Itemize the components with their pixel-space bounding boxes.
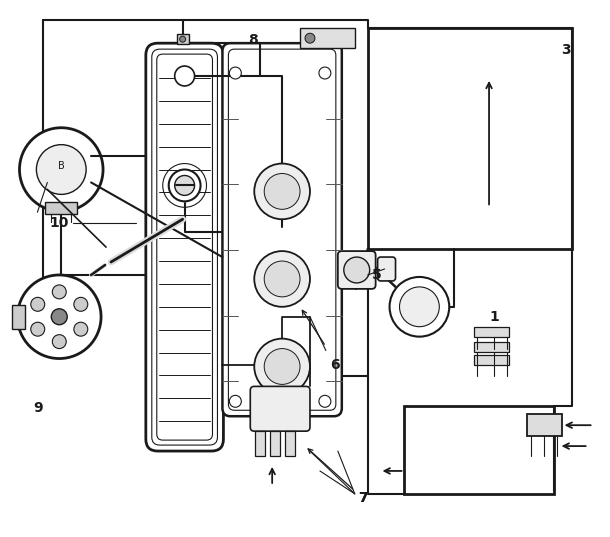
Bar (474, 342, 509, 352)
Circle shape (74, 297, 88, 311)
Circle shape (174, 66, 195, 86)
Circle shape (305, 33, 315, 43)
Bar (45, 202, 77, 214)
Circle shape (174, 176, 195, 195)
Text: 5: 5 (371, 268, 381, 282)
Circle shape (30, 297, 45, 311)
Circle shape (18, 275, 101, 359)
FancyBboxPatch shape (338, 251, 376, 289)
Text: 7: 7 (357, 491, 367, 505)
Bar (404, 407, 554, 494)
Text: 8: 8 (248, 33, 258, 47)
FancyBboxPatch shape (228, 49, 336, 410)
Circle shape (37, 144, 86, 194)
Text: 10: 10 (50, 216, 69, 230)
Text: 6: 6 (330, 358, 340, 372)
Circle shape (52, 335, 66, 349)
Bar (285, 431, 295, 456)
Circle shape (229, 67, 242, 79)
FancyBboxPatch shape (378, 257, 395, 281)
Text: 9: 9 (34, 401, 43, 415)
Bar (368, 28, 572, 249)
FancyBboxPatch shape (250, 387, 310, 431)
Bar (527, 414, 562, 436)
Circle shape (180, 36, 185, 42)
Text: B: B (58, 161, 65, 171)
FancyBboxPatch shape (152, 49, 217, 445)
FancyBboxPatch shape (223, 43, 342, 416)
Text: 3: 3 (561, 43, 570, 57)
Circle shape (390, 277, 449, 337)
Circle shape (264, 349, 300, 384)
Circle shape (319, 395, 331, 407)
Bar (177, 34, 188, 44)
Circle shape (254, 251, 310, 307)
Circle shape (74, 322, 88, 336)
Bar (474, 326, 509, 337)
Circle shape (20, 128, 103, 211)
Bar (474, 354, 509, 365)
Circle shape (264, 261, 300, 297)
Circle shape (229, 395, 242, 407)
Circle shape (264, 173, 300, 209)
FancyBboxPatch shape (157, 54, 212, 440)
Text: 1: 1 (489, 310, 499, 324)
FancyBboxPatch shape (146, 43, 223, 451)
Circle shape (319, 67, 331, 79)
Circle shape (344, 257, 370, 283)
Circle shape (169, 170, 201, 201)
Bar (255, 431, 265, 456)
Circle shape (30, 322, 45, 336)
Circle shape (52, 285, 66, 299)
Bar (270, 431, 280, 456)
Circle shape (51, 309, 67, 325)
Circle shape (254, 339, 310, 394)
Bar (12, 305, 26, 329)
Bar (300, 28, 355, 48)
Text: 7: 7 (357, 491, 367, 505)
Circle shape (400, 287, 439, 326)
Circle shape (254, 164, 310, 219)
